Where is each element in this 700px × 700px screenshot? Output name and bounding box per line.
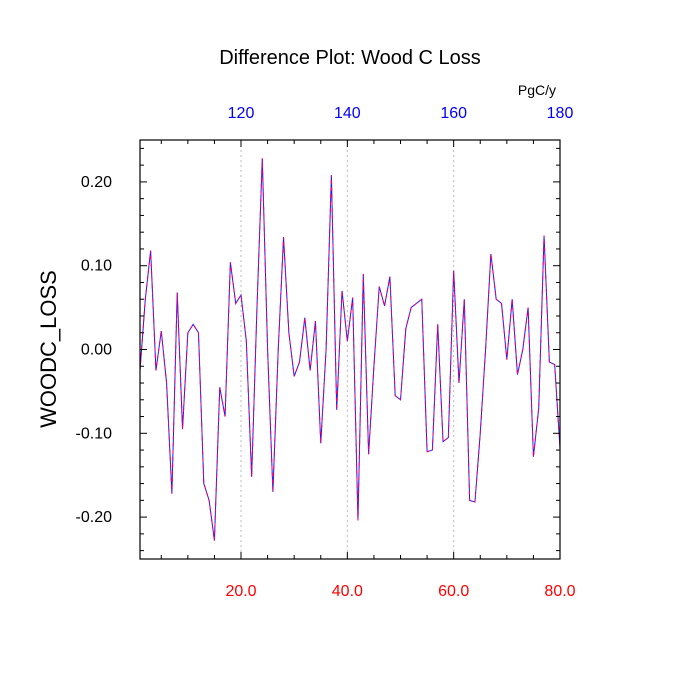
x-tick-label: 40.0 (332, 583, 363, 600)
y-tick-label: -0.20 (76, 509, 113, 526)
y-tick-label: 0.10 (81, 258, 112, 275)
axes (139, 139, 561, 560)
x-tick-label: 20.0 (225, 583, 256, 600)
series-line-base (139, 158, 561, 541)
y-axis-label: WOODC_LOSS (36, 270, 61, 428)
top-tick-label: 160 (440, 105, 467, 122)
plot-frame (139, 139, 561, 560)
x-tick-label: 80.0 (544, 583, 575, 600)
top-tick-label: 120 (228, 105, 255, 122)
series-line (139, 158, 561, 541)
series-layer (139, 158, 561, 541)
y-tick-label: -0.10 (76, 425, 113, 442)
chart-title: Difference Plot: Wood C Loss (219, 47, 481, 69)
x-tick-label: 60.0 (438, 583, 469, 600)
tick-labels: 0.20 0.10 0.00 -0.10 -0.20 20.0 40.0 60.0 80.0 12… (76, 105, 576, 600)
top-axis-unit: PgC/y (518, 82, 556, 98)
y-tick-label: 0.20 (81, 174, 112, 191)
y-tick-label: 0.00 (81, 342, 112, 359)
grid (240, 140, 455, 559)
top-tick-label: 180 (547, 105, 574, 122)
top-tick-label: 140 (334, 105, 361, 122)
